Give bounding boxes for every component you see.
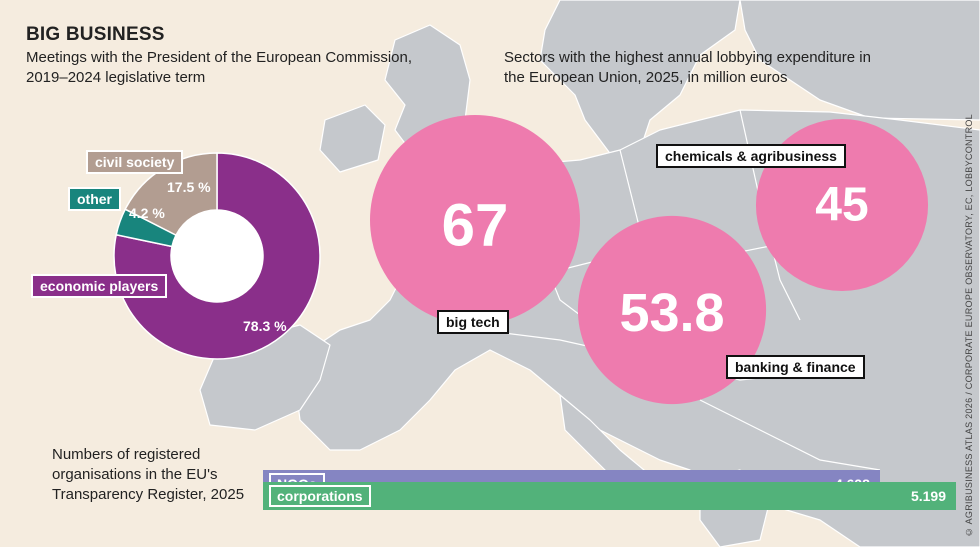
bubble-big-tech — [370, 115, 580, 325]
bar-label-corporations: corporations — [269, 485, 371, 507]
pct-civil-society: 17.5 % — [167, 179, 211, 195]
pct-economic-players: 78.3 % — [243, 318, 287, 334]
bubble-label-big-tech: big tech — [437, 310, 509, 334]
bubble-value-banking-finance: 53.8 — [619, 283, 725, 343]
bar-chart-title: Numbers of registered organisations in t… — [52, 446, 245, 503]
pct-other: 4.2 % — [129, 205, 165, 221]
bar-value-corporations: 5.199 — [910, 488, 946, 504]
page-title: BIG BUSINESS — [26, 24, 165, 45]
bubble-chart-title: Sectors with the highest annual lobbying… — [504, 49, 871, 86]
map-ireland — [319, 104, 386, 173]
bubble-label-chemicals-agribusiness: chemicals & agribusiness — [656, 144, 846, 168]
legend-civil-society: civil society — [86, 150, 184, 174]
bubble-value-chemicals-agribusiness: 45 — [815, 178, 869, 232]
bar-corporations: corporations 5.199 — [263, 482, 956, 510]
bubble-label-banking-finance: banking & finance — [726, 355, 865, 379]
bubble-banking-finance — [577, 215, 767, 405]
bubble-value-big-tech: 67 — [441, 191, 509, 259]
legend-other: other — [68, 187, 121, 211]
legend-economic-players: economic players — [31, 274, 168, 298]
donut-chart-title: Meetings with the President of the Europ… — [26, 49, 413, 86]
map-finland — [739, 0, 980, 121]
